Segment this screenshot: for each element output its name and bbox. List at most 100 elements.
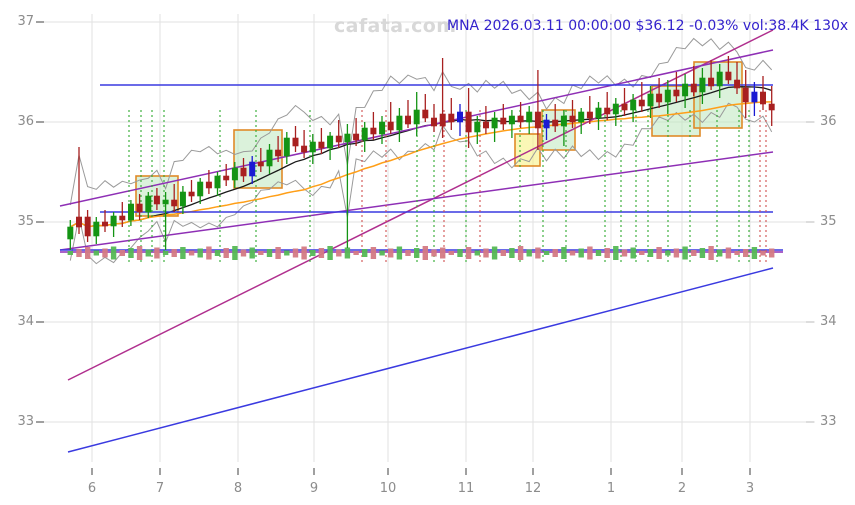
candle-body[interactable] [569, 115, 576, 123]
candle-body[interactable] [508, 115, 515, 125]
volume-bar [682, 246, 688, 260]
candle-body[interactable] [560, 115, 567, 127]
candle-body[interactable] [110, 215, 117, 227]
x-axis-tick: 8 [233, 481, 243, 496]
candle-body[interactable] [335, 135, 342, 143]
candle-body[interactable] [595, 107, 602, 119]
candle-body[interactable] [621, 103, 628, 111]
candlesticks [67, 56, 775, 250]
candle-body[interactable] [84, 216, 91, 237]
candle-body[interactable] [266, 149, 273, 167]
candle-body[interactable] [283, 137, 290, 157]
candle-body[interactable] [439, 113, 446, 127]
candle-body[interactable] [76, 216, 83, 228]
candle-body[interactable] [318, 141, 325, 149]
candle-body[interactable] [67, 226, 74, 240]
candle-body[interactable] [543, 119, 550, 129]
candle-body[interactable] [630, 99, 637, 111]
volume-bar [587, 246, 593, 260]
candle-body[interactable] [153, 195, 160, 205]
candle-body[interactable] [379, 121, 386, 135]
candle-body[interactable] [413, 109, 420, 125]
candle-body[interactable] [361, 127, 368, 141]
candle-body[interactable] [136, 203, 143, 213]
volume-bar [154, 247, 160, 259]
candle-body[interactable] [664, 89, 671, 103]
volume-bar [405, 250, 411, 256]
candle-body[interactable] [396, 115, 403, 131]
candle-body[interactable] [171, 199, 178, 207]
volume-bar [266, 249, 273, 257]
candle-body[interactable] [197, 181, 204, 197]
candle-body[interactable] [128, 203, 135, 221]
band-upper [69, 37, 773, 206]
candle-body[interactable] [205, 181, 212, 189]
candle-body[interactable] [734, 79, 741, 89]
candle-body[interactable] [534, 111, 541, 129]
candle-body[interactable] [517, 115, 524, 123]
candle-body[interactable] [188, 191, 195, 197]
candle-body[interactable] [309, 141, 316, 153]
candle-body[interactable] [119, 215, 126, 221]
candle-body[interactable] [353, 133, 360, 141]
volume-bar [258, 251, 264, 255]
candle-body[interactable] [327, 135, 334, 149]
candle-body[interactable] [93, 221, 100, 237]
candle-body[interactable] [716, 71, 723, 87]
volume-bar [197, 248, 203, 258]
candle-body[interactable] [491, 117, 498, 129]
y-axis-left-tick: 34 [17, 314, 34, 329]
candle-body[interactable] [708, 77, 715, 87]
candle-body[interactable] [275, 149, 282, 157]
candle-body[interactable] [430, 117, 437, 127]
candle-body[interactable] [552, 119, 559, 127]
candle-body[interactable] [465, 111, 472, 133]
candle-body[interactable] [647, 93, 654, 107]
candle-body[interactable] [604, 107, 611, 115]
candle-body[interactable] [474, 121, 481, 133]
candle-body[interactable] [249, 161, 256, 177]
candle-body[interactable] [725, 71, 732, 81]
candle-body[interactable] [344, 133, 351, 143]
candle-body[interactable] [179, 191, 186, 207]
candle-body[interactable] [742, 87, 749, 103]
candle-body[interactable] [612, 103, 619, 115]
trend-line-support-blue[interactable] [67, 267, 774, 453]
candle-body[interactable] [699, 77, 706, 93]
candle-body[interactable] [231, 167, 238, 181]
candle-body[interactable] [240, 167, 247, 177]
candle-body[interactable] [673, 89, 680, 97]
volume-bar [85, 247, 91, 259]
candle-body[interactable] [690, 83, 697, 93]
candle-body[interactable] [387, 121, 394, 131]
candle-body[interactable] [292, 137, 299, 147]
candle-body[interactable] [578, 111, 585, 123]
volume-bar [362, 249, 368, 257]
candle-body[interactable] [214, 175, 221, 189]
candle-body[interactable] [448, 113, 455, 123]
candle-body[interactable] [102, 221, 109, 227]
candle-body[interactable] [370, 127, 377, 135]
candle-body[interactable] [759, 91, 766, 105]
candle-body[interactable] [404, 115, 411, 125]
candle-body[interactable] [456, 111, 463, 123]
candle-body[interactable] [768, 103, 775, 111]
candle-body[interactable] [301, 145, 308, 153]
candle-body[interactable] [526, 111, 533, 123]
candle-body[interactable] [586, 111, 593, 119]
candle-body[interactable] [682, 83, 689, 97]
candle-body[interactable] [422, 109, 429, 119]
candle-body[interactable] [751, 91, 758, 103]
candle-body[interactable] [257, 161, 264, 167]
candle-body[interactable] [482, 121, 489, 129]
volume-bar [552, 249, 558, 257]
candle-body[interactable] [145, 195, 152, 213]
candle-body[interactable] [638, 99, 645, 107]
trend-line-support-magenta[interactable] [67, 29, 774, 381]
candle-body[interactable] [656, 93, 663, 103]
candle-body[interactable] [500, 117, 507, 125]
candle-body[interactable] [162, 199, 169, 205]
candle-body[interactable] [223, 175, 230, 181]
